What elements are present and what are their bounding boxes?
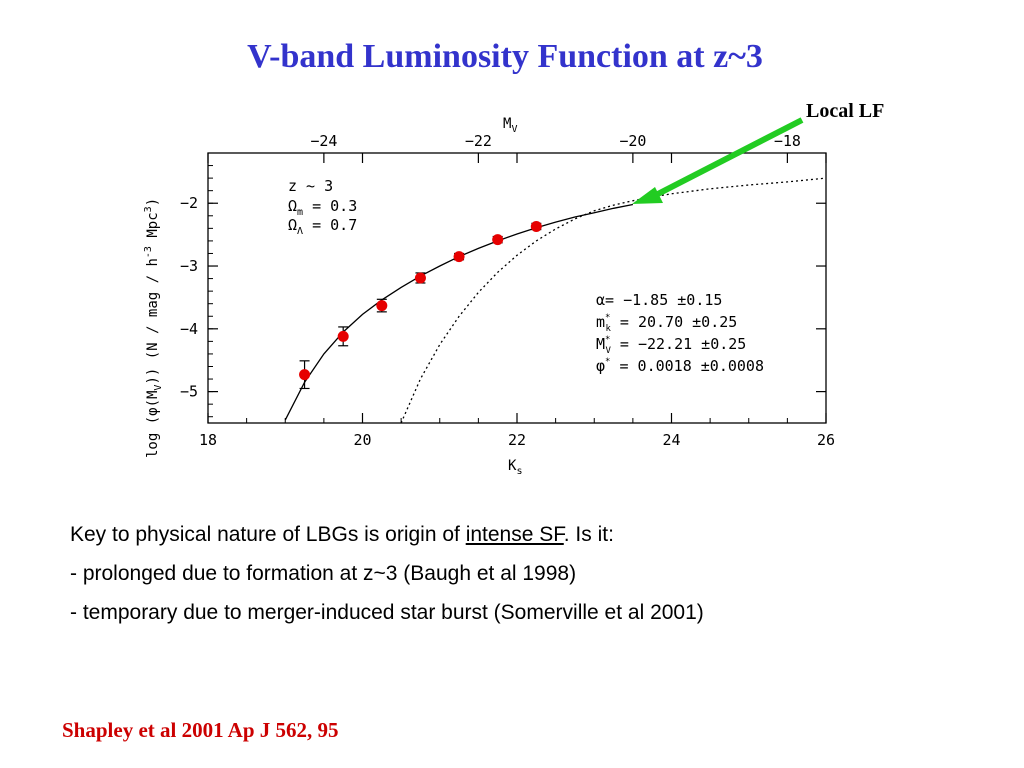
axes-layer: 18 20 22 24 26 −5 −4 −3 −2 −24 −22 −20 −18 [180, 132, 835, 449]
x-tick-label: 24 [662, 431, 680, 449]
schechter-fit-curve [284, 203, 634, 421]
data-point [530, 220, 542, 232]
data-point [453, 251, 465, 263]
x-tick-label: 26 [817, 431, 835, 449]
x-tick-label: 18 [199, 431, 217, 449]
local-lf-arrowhead [632, 187, 663, 204]
top-tick-label: −18 [774, 132, 801, 150]
data-point [376, 300, 388, 312]
top-tick-label: −22 [465, 132, 492, 150]
bullet-prolonged: - prolonged due to formation at z~3 (Bau… [70, 562, 577, 586]
info-omega-m: Ωm = 0.3 [288, 197, 357, 218]
luminosity-function-chart: 18 20 22 24 26 −5 −4 −3 −2 −24 −22 −20 −18 MV Ks log… [143, 100, 884, 477]
param-mv: M* V = −22.21 ±0.25 [596, 335, 746, 356]
curves-layer [284, 177, 827, 424]
param-mk: m* k = 20.70 ±0.25 [596, 313, 737, 334]
x-tick-label: 22 [508, 431, 526, 449]
x-tick-label: 20 [353, 431, 371, 449]
y-tick-label: −5 [180, 383, 198, 401]
intro-text: Key to physical nature of LBGs is origin… [70, 523, 466, 546]
data-point [414, 272, 426, 284]
y-tick-label: −3 [180, 257, 198, 275]
intro-tail: . Is it: [563, 523, 614, 546]
top-tick-label: −20 [619, 132, 646, 150]
intro-line: Key to physical nature of LBGs is origin… [70, 522, 970, 547]
info-omega-lambda: ΩΛ = 0.7 [288, 216, 357, 237]
top-axis-label: MV [503, 116, 517, 135]
data-point [299, 369, 311, 381]
citation: Shapley et al 2001 Ap J 562, 95 [62, 718, 339, 742]
body-text: Key to physical nature of LBGs is origin… [70, 522, 970, 640]
bullet-temporary: - temporary due to merger-induced star b… [70, 601, 704, 625]
y-axis-label: log (φ(MV)) (N / mag / h-3 Mpc3) [143, 198, 164, 458]
y-tick-label: −2 [180, 194, 198, 212]
slide-title: V-band Luminosity Function at z~3 [247, 38, 763, 75]
x-axis-label: Ks [508, 458, 522, 477]
local-lf-arrow [650, 117, 804, 200]
data-point [337, 330, 349, 342]
param-alpha: α= −1.85 ±0.15 [596, 291, 722, 309]
points-layer [299, 220, 542, 390]
local-lf-label: Local LF [806, 100, 884, 122]
local-lf-curve [400, 177, 827, 424]
top-tick-label: −24 [310, 132, 337, 150]
data-point [492, 234, 504, 246]
intense-sf-link[interactable]: intense SF [465, 523, 564, 546]
y-tick-label: −4 [180, 320, 198, 338]
param-phi: φ* = 0.0018 ±0.0008 [596, 357, 764, 375]
info-z: z ~ 3 [288, 177, 333, 195]
